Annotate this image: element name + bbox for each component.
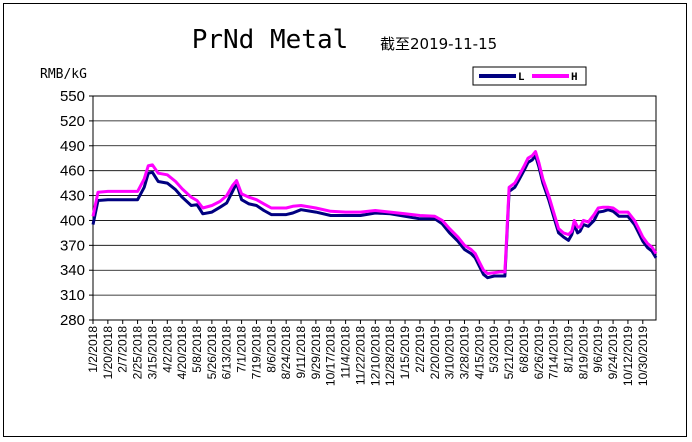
legend-label-h: H	[571, 72, 578, 84]
x-tick-label: 2/2/2019	[413, 326, 427, 373]
x-tick-label: 3/28/2019	[457, 326, 471, 380]
x-tick-label: 4/20/2018	[175, 326, 189, 380]
x-tick-label: 7/14/2019	[547, 326, 561, 380]
x-tick-label: 4/15/2019	[472, 326, 486, 380]
x-tick-label: 10/17/2018	[324, 326, 338, 386]
legend-label-l: L	[518, 72, 525, 84]
x-axis-ticks: 1/2/2018 1/20/2018 2/7/2018 2/25/2018 3/15/2…	[86, 320, 650, 386]
y-tick-label: 370	[60, 237, 85, 254]
chart-subtitle: 截至2019-11-15	[380, 35, 497, 53]
x-tick-label: 11/22/2018	[353, 326, 367, 385]
y-tick-label: 310	[60, 287, 85, 304]
y-tick-label: 520	[60, 113, 85, 130]
x-tick-label: 4/2/2018	[160, 326, 174, 373]
x-tick-label: 9/11/2018	[294, 326, 308, 379]
x-tick-label: 5/8/2018	[190, 326, 204, 373]
x-tick-label: 11/4/2018	[339, 326, 353, 379]
x-tick-label: 8/6/2018	[264, 326, 278, 373]
y-tick-label: 460	[60, 163, 85, 180]
series-lines	[91, 150, 658, 280]
x-tick-label: 5/26/2018	[205, 326, 219, 380]
x-tick-label: 8/24/2018	[279, 326, 293, 380]
series-line-l	[91, 154, 658, 280]
x-tick-label: 3/10/2019	[443, 326, 457, 380]
y-tick-label: 280	[60, 312, 85, 329]
x-tick-label: 7/1/2018	[235, 326, 249, 373]
grid-lines	[93, 95, 656, 321]
x-tick-label: 6/8/2019	[517, 326, 531, 373]
legend-box	[472, 66, 587, 86]
x-tick-label: 5/3/2019	[487, 326, 501, 373]
y-axis-ticks: 280 310 340 370 400 430 460 490 520 550	[60, 88, 93, 329]
y-tick-label: 340	[60, 262, 85, 279]
chart-title: PrNd Metal	[192, 25, 349, 55]
x-tick-label: 6/13/2018	[220, 326, 234, 380]
x-tick-label: 8/1/2019	[561, 326, 575, 373]
x-tick-label: 3/15/2018	[145, 326, 159, 380]
legend: L H	[472, 66, 587, 86]
plot-area	[92, 95, 657, 321]
x-tick-label: 7/19/2018	[249, 326, 263, 380]
x-tick-label: 10/30/2019	[636, 326, 650, 386]
x-tick-label: 1/20/2018	[101, 326, 115, 380]
y-tick-label: 490	[60, 138, 85, 155]
x-tick-label: 2/7/2018	[116, 326, 130, 373]
x-tick-label: 2/20/2019	[428, 326, 442, 380]
x-tick-label: 5/21/2019	[502, 326, 516, 380]
x-tick-label: 12/10/2018	[368, 326, 382, 386]
y-tick-label: 430	[60, 188, 85, 205]
x-tick-label: 10/12/2019	[621, 326, 635, 386]
x-tick-label: 9/29/2018	[309, 326, 323, 380]
x-tick-label: 12/28/2018	[383, 326, 397, 386]
y-tick-label: 550	[60, 88, 85, 105]
x-tick-label: 2/25/2018	[131, 326, 145, 380]
series-line-h	[91, 150, 658, 275]
x-tick-label: 9/24/2019	[606, 326, 620, 380]
x-tick-label: 8/19/2019	[576, 326, 590, 380]
y-tick-label: 400	[60, 212, 85, 229]
x-tick-label: 1/15/2019	[398, 326, 412, 380]
x-tick-label: 9/6/2019	[591, 326, 605, 373]
y-axis-unit: RMB/kG	[40, 67, 87, 82]
x-tick-label: 6/26/2019	[532, 326, 546, 380]
x-tick-label: 1/2/2018	[86, 326, 100, 373]
